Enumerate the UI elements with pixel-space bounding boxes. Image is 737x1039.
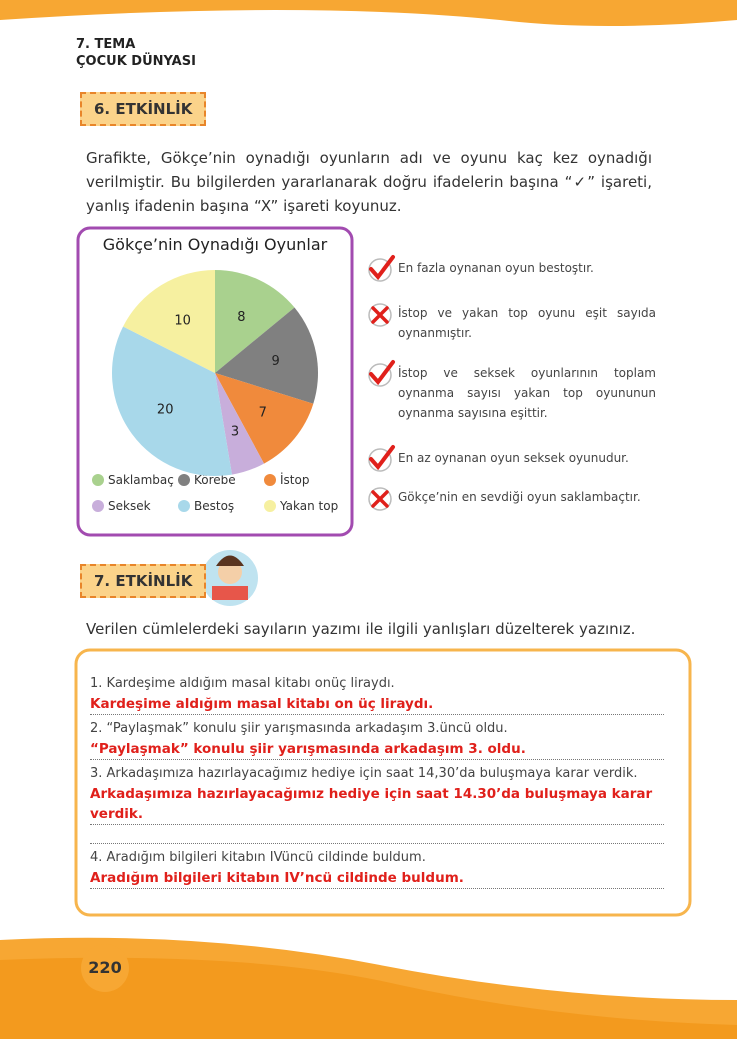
legend-label: Bestoş <box>194 499 234 513</box>
legend-swatch <box>92 474 104 486</box>
child-body <box>212 586 248 600</box>
unit: ÇOCUK DÜNYASI <box>76 54 196 69</box>
legend-label: Yakan top <box>279 499 338 513</box>
pie-slice <box>123 270 215 373</box>
items: 1. Kardeşime aldığım masal kitabı onüç l… <box>90 674 664 893</box>
legend-swatch <box>264 474 276 486</box>
header: 7. TEMA ÇOCUK DÜNYASI <box>76 36 196 70</box>
item: 3. Arkadaşımıza hazırlayacağımız hediye … <box>90 764 664 844</box>
answer: Aradığım bilgileri kitabın IV’ncü cildin… <box>90 868 664 889</box>
statement: İstop ve seksek oyunlarının toplam oynan… <box>398 366 656 420</box>
slice-label: 3 <box>231 424 239 439</box>
pie-chart: Gökçe’nin Oynadığı Oyunlar 8 Saklambaç 9 Kö… <box>92 235 338 513</box>
question: 3. Arkadaşımıza hazırlayacağımız hediye … <box>90 766 638 781</box>
answer-icon <box>368 255 395 282</box>
legend-label: Körebe <box>194 473 236 487</box>
answer: Arkadaşımıza hazırlayacağımız hediye içi… <box>90 784 664 825</box>
answer-icon <box>368 360 395 387</box>
legend-label: Seksek <box>108 499 151 513</box>
pie-slice <box>215 373 265 475</box>
chart-frame <box>76 226 354 537</box>
slice-label: 9 <box>272 354 280 369</box>
activity-badge: 6. ETKİNLİK <box>80 92 207 126</box>
statement: İstop ve yakan top oyunu eşit sayıda oyn… <box>398 306 656 340</box>
check-mark <box>369 255 395 281</box>
answer-frame <box>74 648 692 917</box>
slice-label: 10 <box>174 313 191 328</box>
page-number: 220 <box>88 958 122 977</box>
chart-title: Gökçe’nin Oynadığı Oyunlar <box>103 235 328 254</box>
pie-slice <box>112 326 232 476</box>
legend-swatch <box>264 500 276 512</box>
answer: “Paylaşmak” konulu şiir yarışmasında ark… <box>90 739 664 760</box>
blank-line <box>90 825 664 844</box>
legend-label: Saklambaç <box>108 473 174 487</box>
item: 2. “Paylaşmak” konulu şiir yarışmasında … <box>90 719 664 760</box>
statement: Gökçe’nin en sevdiği oyun saklambaçtır. <box>398 490 641 504</box>
theme: 7. TEMA <box>76 37 136 52</box>
legend-swatch <box>178 474 190 486</box>
pie-slice <box>215 307 318 404</box>
answer-icon <box>368 487 392 511</box>
item: 1. Kardeşime aldığım masal kitabı onüç l… <box>90 674 664 715</box>
page-number-badge <box>81 944 129 992</box>
cross-mark <box>371 490 389 508</box>
bottom-wave-dark <box>0 957 737 1039</box>
question: 4. Aradığım bilgileri kitabın IVüncü cil… <box>90 850 426 865</box>
slice-label: 20 <box>157 403 174 418</box>
question: 2. “Paylaşmak” konulu şiir yarışmasında … <box>90 721 508 736</box>
check-mark <box>369 360 395 386</box>
instruction: Verilen cümlelerdeki sayıların yazımı il… <box>86 620 636 638</box>
statement: En az oynanan oyun seksek oyunudur. <box>398 451 629 465</box>
answer-icon <box>368 445 395 472</box>
slice-label: 7 <box>259 405 267 420</box>
instruction: Grafikte, Gökçe’nin oynadığı oyunların a… <box>86 149 652 215</box>
child-hair <box>216 555 244 566</box>
statement: En fazla oynanan oyun bestoştır. <box>398 261 594 275</box>
answer-icon <box>368 303 392 327</box>
answer: Kardeşime aldığım masal kitabı on üç lir… <box>90 694 664 715</box>
pie-slice <box>215 373 314 464</box>
top-band <box>0 0 737 26</box>
legend-swatch <box>92 500 104 512</box>
slice-label: 8 <box>237 310 245 325</box>
activity-badge: 7. ETKİNLİK <box>80 564 207 598</box>
legend-swatch <box>178 500 190 512</box>
check-mark <box>369 445 395 471</box>
cross-mark <box>371 306 389 324</box>
item: 4. Aradığım bilgileri kitabın IVüncü cil… <box>90 848 664 889</box>
legend-label: İstop <box>280 472 309 487</box>
pie-slice <box>215 270 295 373</box>
question: 1. Kardeşime aldığım masal kitabı onüç l… <box>90 676 395 691</box>
